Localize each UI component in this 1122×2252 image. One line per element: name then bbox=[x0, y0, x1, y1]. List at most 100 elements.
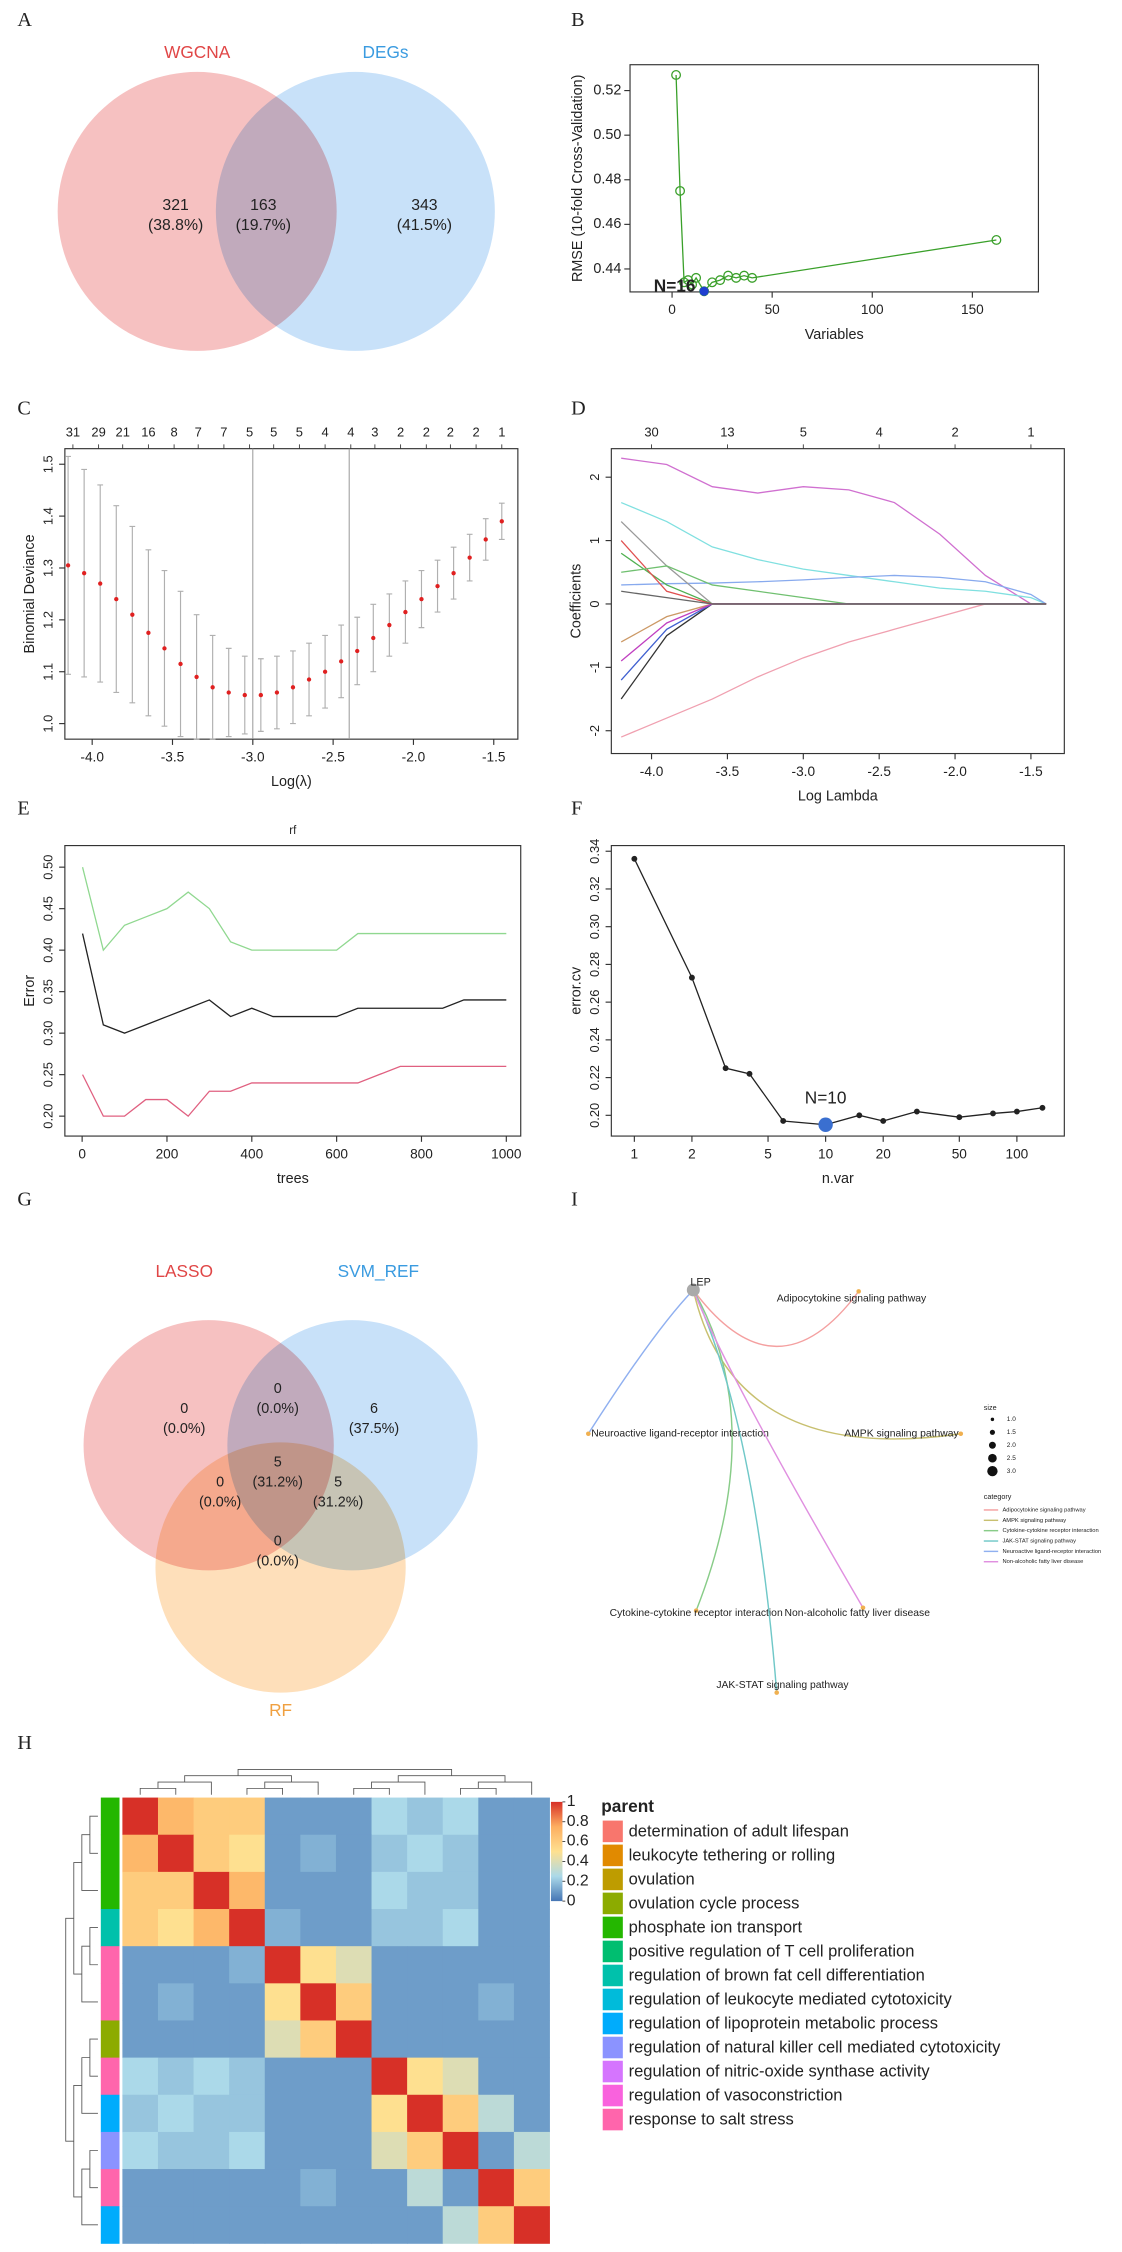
row-dendrogram bbox=[89, 2038, 98, 2077]
y-axis-label: error.cv bbox=[569, 966, 585, 1015]
edge bbox=[692, 1289, 860, 1348]
heat-cell bbox=[229, 1834, 266, 1873]
region-percent: (19.7%) bbox=[236, 217, 291, 234]
y-tick-label: 1.5 bbox=[40, 455, 55, 473]
legend-label: regulation of leukocyte mediated cytotox… bbox=[629, 1990, 953, 2009]
heat-cell bbox=[335, 2169, 372, 2207]
y-tick-label: -2 bbox=[587, 725, 602, 737]
x-tick-label: -3.5 bbox=[161, 749, 185, 764]
column-dendrogram bbox=[184, 1775, 292, 1783]
heat-cell bbox=[193, 1983, 230, 2021]
x-tick-label: 0 bbox=[668, 302, 676, 317]
top-tick-label: 8 bbox=[170, 424, 177, 439]
row-annotation bbox=[100, 1983, 120, 2021]
series-line bbox=[633, 858, 1043, 1126]
series-line bbox=[621, 590, 1047, 605]
heat-cell bbox=[335, 1909, 372, 1947]
heat-cell bbox=[371, 1871, 408, 1910]
heat-cell bbox=[478, 2206, 515, 2244]
heat-cell bbox=[335, 2131, 372, 2170]
node-label: Cytokine-cytokine receptor interaction bbox=[610, 1608, 783, 1619]
point bbox=[194, 674, 199, 680]
heat-cell bbox=[300, 2094, 337, 2133]
column-dendrogram bbox=[353, 1787, 390, 1795]
y-tick-label: 0.34 bbox=[587, 839, 602, 864]
set-name: DEGs bbox=[363, 42, 409, 62]
legend-swatch bbox=[602, 2012, 623, 2035]
heat-cell bbox=[407, 2169, 444, 2207]
heat-cell bbox=[300, 1871, 337, 1910]
heat-cell bbox=[478, 1983, 515, 2021]
heat-cell bbox=[122, 2169, 159, 2207]
point bbox=[1039, 1104, 1046, 1111]
region-count: 343 bbox=[411, 197, 438, 214]
top-tick-label: 5 bbox=[800, 424, 807, 439]
series-line bbox=[620, 603, 1047, 662]
size-key bbox=[987, 1465, 998, 1477]
y-axis-label: Error bbox=[22, 975, 38, 1007]
heat-cell bbox=[300, 2131, 337, 2170]
heat-cell bbox=[407, 1797, 444, 1836]
row-dendrogram bbox=[89, 1927, 98, 1966]
legend-swatch bbox=[602, 1820, 623, 1843]
colorbar-label: 1 bbox=[567, 1793, 576, 1810]
row-dendrogram bbox=[73, 2085, 82, 2198]
heat-cell bbox=[157, 2169, 195, 2207]
top-tick-label: 16 bbox=[141, 424, 155, 439]
row-annotation bbox=[100, 2020, 120, 2059]
node-label: Non-alcoholic fatty liver disease bbox=[785, 1608, 931, 1619]
point bbox=[355, 648, 360, 654]
y-tick-label: 0.26 bbox=[587, 990, 602, 1015]
point bbox=[371, 635, 376, 641]
point bbox=[671, 70, 682, 80]
size-key bbox=[988, 1453, 997, 1463]
x-tick-label: 200 bbox=[156, 1146, 179, 1161]
y-tick-label: 1.4 bbox=[40, 507, 55, 525]
heat-cell bbox=[442, 1909, 479, 1947]
legend-label: leukocyte tethering or rolling bbox=[629, 1845, 836, 1864]
region-count: 6 bbox=[370, 1401, 378, 1417]
heat-cell bbox=[478, 1834, 515, 1873]
node-label: AMPK signaling pathway bbox=[844, 1428, 959, 1439]
x-tick-label: -2.5 bbox=[867, 764, 891, 779]
heat-cell bbox=[371, 1797, 408, 1836]
point bbox=[146, 630, 151, 635]
heat-cell bbox=[300, 1909, 337, 1947]
heat-cell bbox=[478, 2057, 515, 2096]
pathway-node bbox=[856, 1289, 861, 1294]
set-name: RF bbox=[269, 1700, 292, 1720]
y-tick-label: 0.50 bbox=[593, 127, 621, 143]
legend-swatch bbox=[602, 1988, 623, 2011]
edge bbox=[692, 1289, 961, 1440]
top-tick-label: 31 bbox=[66, 424, 80, 439]
heat-cell bbox=[335, 1871, 372, 1910]
panel-letter: D bbox=[571, 397, 586, 419]
heat-cell bbox=[229, 2057, 266, 2096]
heat-cell bbox=[513, 2169, 550, 2207]
heat-cell bbox=[442, 1946, 479, 1984]
x-tick-label: 800 bbox=[410, 1146, 433, 1161]
venn-set bbox=[215, 71, 495, 351]
node-label: Adipocytokine signaling pathway bbox=[777, 1293, 927, 1304]
heat-cell bbox=[371, 1983, 408, 2021]
series-line bbox=[620, 603, 1047, 738]
y-tick-label: 1 bbox=[587, 537, 602, 544]
legend-swatch bbox=[602, 2036, 623, 2059]
panel-letter: I bbox=[571, 1188, 578, 1210]
heat-cell bbox=[264, 2057, 301, 2096]
heat-cell bbox=[513, 1983, 550, 2021]
heat-cell bbox=[300, 1834, 337, 1873]
heat-cell bbox=[229, 2131, 266, 2170]
hub-node bbox=[686, 1283, 700, 1297]
point bbox=[290, 685, 296, 690]
heat-cell bbox=[442, 2094, 479, 2133]
x-tick-label: -3.5 bbox=[716, 764, 740, 779]
heat-cell bbox=[193, 2094, 230, 2133]
heat-cell bbox=[407, 1983, 444, 2021]
point bbox=[746, 1070, 753, 1077]
legend-swatch bbox=[602, 2084, 623, 2107]
row-annotation bbox=[100, 2131, 120, 2170]
point bbox=[210, 685, 215, 690]
